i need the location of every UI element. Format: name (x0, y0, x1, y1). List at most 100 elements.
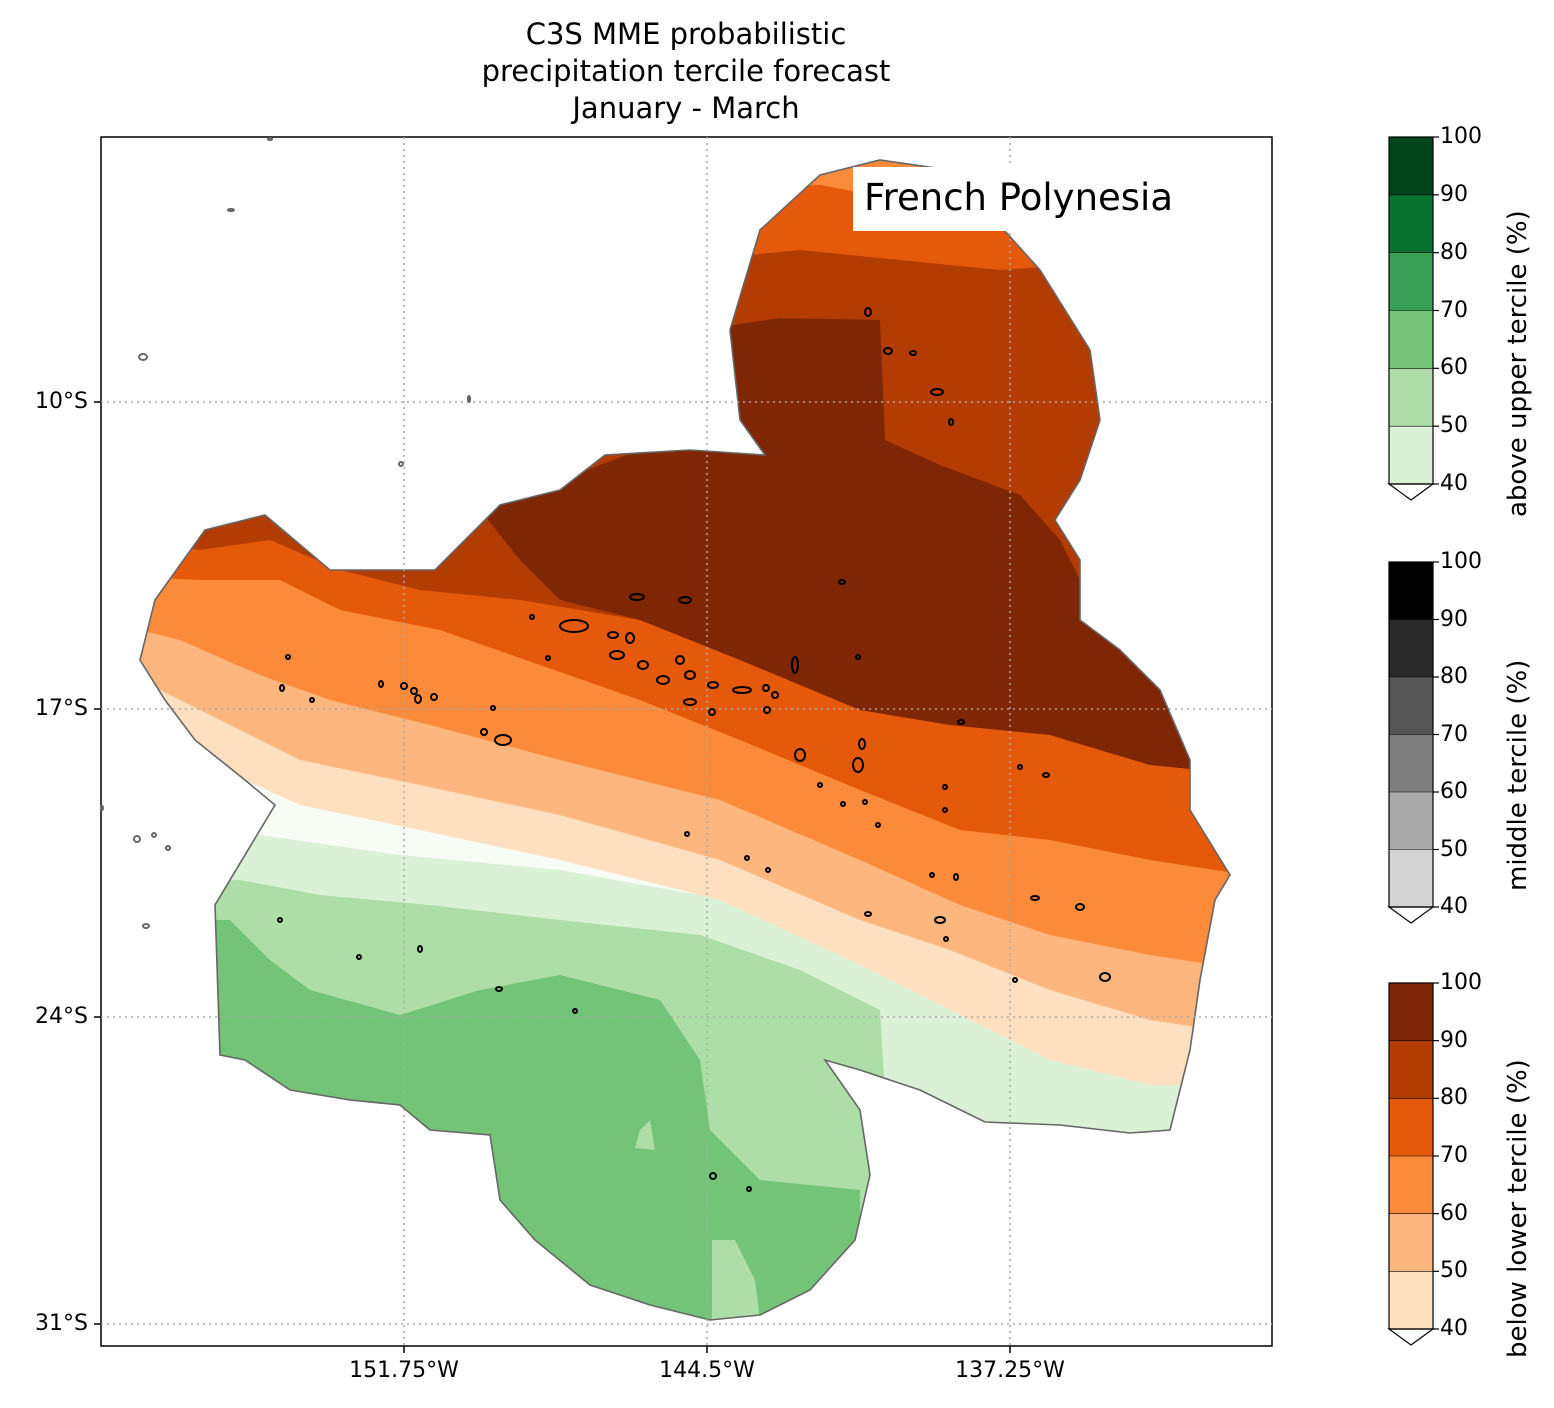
island (417, 945, 423, 953)
lon-label: 144.5°W (659, 1358, 755, 1383)
island (942, 784, 948, 790)
colorbar-tick-label: 50 (1440, 413, 1468, 439)
island (1012, 977, 1018, 983)
colorbar-tick-label: 40 (1440, 894, 1468, 919)
map-title: C3S MME probabilistic precipitation terc… (100, 16, 1272, 127)
island (637, 660, 649, 670)
island (480, 728, 488, 736)
island (744, 855, 750, 861)
island (858, 738, 866, 750)
island (430, 693, 438, 701)
colorbar-tick-label: 90 (1440, 181, 1468, 207)
island (875, 822, 881, 828)
island (559, 619, 589, 633)
island (414, 694, 422, 704)
island (763, 706, 771, 714)
island (684, 670, 696, 680)
island (133, 835, 141, 843)
islands (100, 137, 1111, 1192)
island (285, 654, 291, 660)
colorbar-tick-label: 80 (1440, 239, 1468, 265)
colorbar-tick-label: 70 (1440, 297, 1468, 323)
lon-label: 151.75°W (349, 1358, 459, 1383)
colorbar-tick-label: 90 (1440, 606, 1468, 632)
island (495, 986, 503, 992)
region-label-box (853, 167, 1217, 231)
colorbar-tick-label: 100 (1440, 124, 1482, 149)
colorbar-tick-label: 40 (1440, 471, 1468, 496)
island (609, 650, 625, 660)
island (607, 631, 619, 639)
colorbar-tick-label: 40 (1440, 1316, 1468, 1341)
colorbar-title-above: above upper tercile (%) (1503, 210, 1533, 517)
island (151, 832, 157, 838)
colorbar-tick-label: 50 (1440, 1258, 1468, 1284)
island (948, 418, 954, 426)
island (678, 596, 692, 604)
island (864, 307, 872, 317)
island (762, 684, 770, 692)
colorbar-tick-label: 90 (1440, 1027, 1468, 1053)
island (930, 388, 944, 396)
island (572, 1008, 578, 1014)
island (467, 395, 471, 403)
lon-label: 137.25°W (955, 1358, 1065, 1383)
island (545, 655, 551, 661)
island (1075, 903, 1085, 911)
island (142, 923, 150, 929)
axis-ticks (94, 401, 1011, 1353)
island (309, 697, 315, 703)
island (138, 353, 148, 361)
colorbar-tick-label: 60 (1440, 1200, 1468, 1226)
island (840, 801, 846, 807)
band-above-50-patch (712, 1240, 760, 1320)
island (817, 782, 823, 788)
island (277, 917, 283, 923)
colorbar-title-below: below lower tercile (%) (1503, 1059, 1533, 1358)
island (708, 708, 716, 716)
title-line-3: January - March (572, 91, 800, 125)
island (490, 705, 496, 711)
lat-label: 17°S (35, 696, 88, 721)
lat-label: 31°S (35, 1311, 88, 1336)
island (675, 655, 685, 665)
island (1030, 895, 1040, 901)
island (629, 593, 645, 601)
island (864, 911, 872, 917)
island (942, 807, 948, 813)
island (1042, 772, 1050, 778)
band-above-50-patch-2 (635, 1120, 655, 1150)
colorbar-tick-label: 70 (1440, 1143, 1468, 1168)
island (934, 916, 946, 924)
island (862, 799, 868, 805)
island (227, 208, 235, 212)
island (855, 654, 861, 660)
island (100, 805, 104, 811)
island (943, 936, 949, 942)
island (746, 1186, 752, 1192)
colorbar-tick-label: 50 (1440, 836, 1468, 862)
colorbar-title-middle: middle tercile (%) (1503, 659, 1533, 891)
region-outline (139, 159, 1231, 1321)
colorbar-tick-label: 100 (1440, 970, 1482, 995)
colorbar-tick-label: 70 (1440, 721, 1468, 747)
island (909, 350, 917, 356)
island (838, 579, 846, 585)
island (791, 656, 799, 674)
island (378, 680, 384, 688)
island (929, 872, 935, 878)
island (279, 684, 285, 692)
title-line-2: precipitation tercile forecast (481, 54, 891, 88)
island (625, 632, 635, 644)
island (683, 698, 697, 706)
island (267, 137, 273, 141)
island (165, 845, 171, 851)
band-below-90 (480, 318, 1200, 770)
island (707, 681, 719, 689)
island (494, 734, 512, 746)
island (709, 1172, 717, 1180)
title-line-1: C3S MME probabilistic (525, 17, 847, 51)
island (529, 614, 535, 620)
colorbar-tick-label: 80 (1440, 1085, 1468, 1111)
